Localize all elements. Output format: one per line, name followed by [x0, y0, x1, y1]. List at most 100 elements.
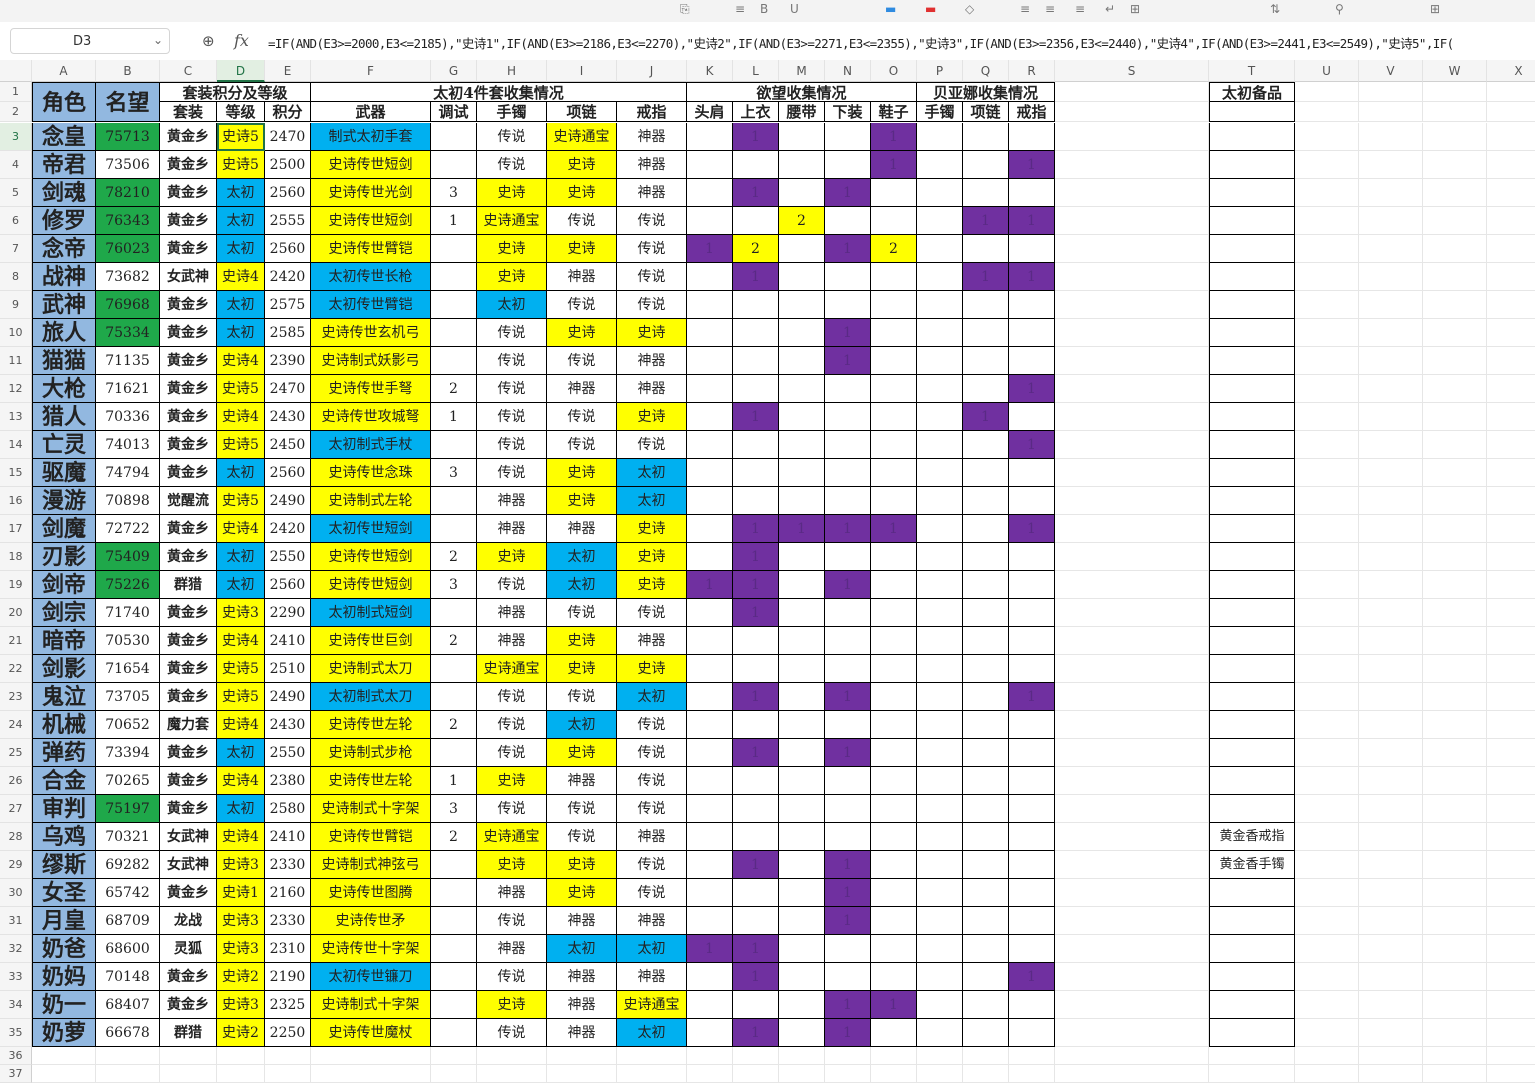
empty-cell[interactable] [1487, 627, 1535, 655]
empty-cell[interactable] [1423, 823, 1487, 851]
spare-cell[interactable] [1209, 347, 1295, 375]
tune-cell[interactable]: 1 [431, 767, 477, 795]
collect-cell-r[interactable]: 1 [1009, 683, 1055, 711]
align-center-icon[interactable]: ≡ [1045, 2, 1056, 16]
tune-cell[interactable] [431, 907, 477, 935]
fame-cell[interactable]: 68407 [96, 991, 160, 1019]
empty-cell[interactable] [1295, 459, 1359, 487]
score-cell[interactable]: 2420 [265, 263, 311, 291]
collect-cell-m[interactable] [779, 347, 825, 375]
role-cell[interactable]: 帝君 [32, 151, 96, 179]
spare-cell[interactable] [1209, 1019, 1295, 1047]
collect-cell-l[interactable]: 1 [733, 403, 779, 431]
grade-cell[interactable]: 史诗2 [217, 1019, 265, 1047]
necklace-cell[interactable]: 太初 [547, 711, 617, 739]
collect-cell-l[interactable]: 1 [733, 571, 779, 599]
collect-cell-q[interactable] [963, 123, 1009, 151]
collect-cell-l[interactable] [733, 291, 779, 319]
collect-cell-k[interactable] [687, 151, 733, 179]
ring-cell[interactable]: 传说 [617, 795, 687, 823]
collect-cell-l[interactable] [733, 627, 779, 655]
collect-cell-k[interactable] [687, 627, 733, 655]
necklace-cell[interactable]: 传说 [547, 823, 617, 851]
collect-cell-k[interactable] [687, 823, 733, 851]
collect-cell-m[interactable] [779, 1019, 825, 1047]
suit-cell[interactable]: 龙战 [160, 907, 217, 935]
collect-cell-o[interactable] [871, 767, 917, 795]
collect-cell-r[interactable] [1009, 711, 1055, 739]
collect-cell-m[interactable] [779, 963, 825, 991]
necklace-cell[interactable]: 史诗 [547, 487, 617, 515]
spare-cell[interactable] [1209, 291, 1295, 319]
empty-cell[interactable] [311, 1065, 431, 1083]
spare-cell[interactable] [1209, 711, 1295, 739]
header-weapon[interactable]: 武器 [311, 102, 431, 122]
tune-cell[interactable] [431, 655, 477, 683]
collect-cell-p[interactable] [917, 739, 963, 767]
collect-cell-r[interactable] [1009, 347, 1055, 375]
empty-cell[interactable] [779, 1047, 825, 1065]
collect-cell-p[interactable] [917, 991, 963, 1019]
row-header[interactable]: 25 [0, 739, 32, 767]
fame-cell[interactable]: 71654 [96, 655, 160, 683]
chevron-down-icon[interactable]: ⌄ [152, 33, 163, 47]
collect-cell-q[interactable] [963, 375, 1009, 403]
bracelet-cell[interactable]: 神器 [477, 487, 547, 515]
empty-cell[interactable] [1359, 347, 1423, 375]
spare-cell[interactable] [1209, 655, 1295, 683]
empty-cell[interactable] [1359, 151, 1423, 179]
ring-cell[interactable]: 太初 [617, 459, 687, 487]
ring-cell[interactable]: 传说 [617, 879, 687, 907]
collect-cell-p[interactable] [917, 683, 963, 711]
empty-cell[interactable] [1359, 123, 1423, 151]
grade-cell[interactable]: 太初 [217, 179, 265, 207]
empty-cell[interactable] [1055, 1019, 1209, 1047]
suit-cell[interactable]: 黄金乡 [160, 795, 217, 823]
collect-cell-n[interactable]: 1 [825, 879, 871, 907]
empty-cell[interactable] [1487, 179, 1535, 207]
empty-cell[interactable] [1055, 179, 1209, 207]
collect-cell-p[interactable] [917, 851, 963, 879]
collect-cell-q[interactable] [963, 571, 1009, 599]
weapon-cell[interactable]: 史诗传世图腾 [311, 879, 431, 907]
ring-cell[interactable]: 传说 [617, 711, 687, 739]
role-cell[interactable]: 审判 [32, 795, 96, 823]
fame-cell[interactable]: 69282 [96, 851, 160, 879]
collect-cell-q[interactable] [963, 879, 1009, 907]
weapon-cell[interactable]: 史诗传世念珠 [311, 459, 431, 487]
spare-cell[interactable] [1209, 739, 1295, 767]
weapon-cell[interactable]: 史诗制式妖影弓 [311, 347, 431, 375]
collect-cell-l[interactable] [733, 459, 779, 487]
filter-icon[interactable]: ⚲ [1335, 2, 1344, 16]
necklace-cell[interactable]: 史诗 [547, 851, 617, 879]
suit-cell[interactable]: 黄金乡 [160, 599, 217, 627]
empty-cell[interactable] [217, 1047, 265, 1065]
collect-cell-r[interactable] [1009, 879, 1055, 907]
fame-cell[interactable]: 70321 [96, 823, 160, 851]
spare-cell[interactable] [1209, 683, 1295, 711]
collect-cell-r[interactable] [1009, 851, 1055, 879]
spare-cell[interactable] [1209, 963, 1295, 991]
empty-cell[interactable] [1423, 179, 1487, 207]
score-cell[interactable]: 2330 [265, 907, 311, 935]
collect-cell-k[interactable] [687, 347, 733, 375]
score-cell[interactable]: 2420 [265, 515, 311, 543]
weapon-cell[interactable]: 史诗传世短剑 [311, 207, 431, 235]
empty-cell[interactable] [917, 1047, 963, 1065]
empty-cell[interactable] [431, 1065, 477, 1083]
collect-cell-m[interactable] [779, 711, 825, 739]
score-cell[interactable]: 2510 [265, 655, 311, 683]
empty-cell[interactable] [1487, 571, 1535, 599]
collect-cell-r[interactable] [1009, 767, 1055, 795]
ring-cell[interactable]: 传说 [617, 235, 687, 263]
bracelet-cell[interactable]: 传说 [477, 151, 547, 179]
tune-cell[interactable]: 2 [431, 823, 477, 851]
tune-cell[interactable] [431, 235, 477, 263]
empty-cell[interactable] [477, 1065, 547, 1083]
role-cell[interactable]: 剑魂 [32, 179, 96, 207]
empty-cell[interactable] [477, 1047, 547, 1065]
collect-cell-q[interactable] [963, 347, 1009, 375]
collect-cell-o[interactable] [871, 487, 917, 515]
weapon-cell[interactable]: 史诗传世光剑 [311, 179, 431, 207]
spare-cell[interactable] [1209, 487, 1295, 515]
